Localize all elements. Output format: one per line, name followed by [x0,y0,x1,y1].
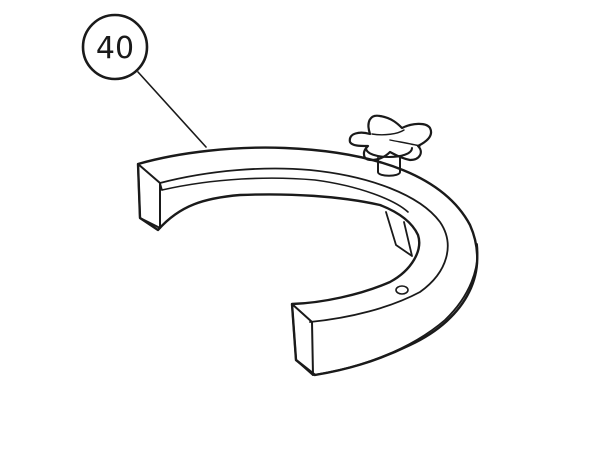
knob-star [348,114,433,162]
ring-hole [395,285,409,295]
ring-outline [136,146,479,377]
ring-outer-bottom-edge [312,243,479,376]
callout-circle [81,13,149,81]
callout-number: 40 [96,31,134,66]
knob-shaft [377,157,401,177]
ring-right-end-face [291,303,314,376]
ring-groove [161,177,409,213]
star-knob [348,114,433,177]
knob-hub [365,147,413,158]
leader-line [137,71,207,148]
callout-bubble: 40 [81,13,149,81]
ring-left-end-face [137,163,161,229]
clamp-ring [136,146,479,377]
ring-top-inner-edge [159,167,449,323]
knob-ridge [371,129,421,147]
ring-left-end-edge [159,182,163,191]
ring-inner-slot [385,211,413,257]
